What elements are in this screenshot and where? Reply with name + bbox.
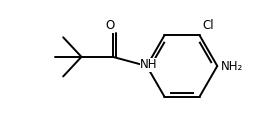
Text: NH: NH	[140, 58, 158, 71]
Text: Cl: Cl	[203, 19, 214, 32]
Text: NH₂: NH₂	[220, 60, 243, 72]
Text: O: O	[105, 19, 114, 32]
